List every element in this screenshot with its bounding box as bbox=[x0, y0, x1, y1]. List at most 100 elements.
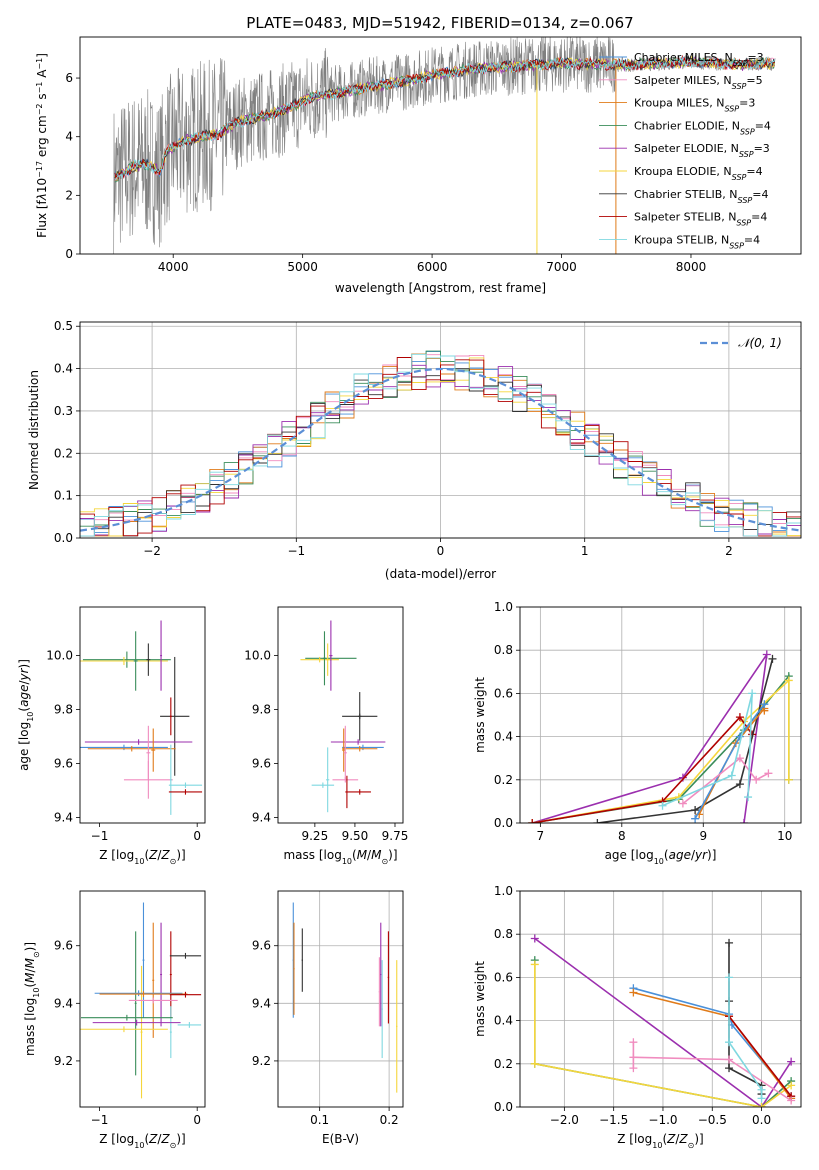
x-axis-label-part: ( bbox=[144, 1132, 149, 1146]
x-axis-label-part: 10 bbox=[134, 1141, 144, 1150]
y-tick-label: 2 bbox=[65, 188, 73, 202]
y-tick-label: 9.6 bbox=[54, 757, 73, 771]
axes-frame bbox=[79, 36, 802, 255]
legend-entry: Chabrier MILES, NSSP=3 bbox=[634, 51, 764, 68]
series-line-7 bbox=[682, 757, 769, 805]
y-tick-label: 1.0 bbox=[494, 600, 513, 614]
y-tick-label: 9.6 bbox=[252, 757, 271, 771]
legend-text: =3 bbox=[747, 51, 763, 64]
series-marker bbox=[768, 654, 777, 663]
y-axis-label: mass weight bbox=[473, 677, 487, 753]
y-tick-label: 9.8 bbox=[252, 703, 271, 717]
x-tick-label: 7000 bbox=[546, 260, 577, 274]
legend-text: =5 bbox=[746, 74, 762, 87]
legend-sub: SSP bbox=[736, 218, 751, 227]
x-axis-label-part: ⊙ bbox=[170, 857, 177, 866]
legend-entry: Chabrier ELODIE, NSSP=4 bbox=[634, 119, 771, 136]
series-marker bbox=[725, 973, 734, 982]
series-line-6 bbox=[728, 942, 763, 1094]
series-line-0 bbox=[531, 654, 768, 823]
y-tick-label: 10.0 bbox=[244, 649, 271, 663]
plot-area bbox=[300, 620, 386, 813]
y-tick-label: 0.6 bbox=[494, 686, 513, 700]
legend-entry: Salpeter ELODIE, NSSP=3 bbox=[634, 142, 770, 159]
x-tick-label: 0 bbox=[437, 544, 445, 558]
y-tick-label: 0.2 bbox=[494, 773, 513, 787]
x-axis-label-part: ⊙ bbox=[381, 857, 388, 866]
model-spectrum-8 bbox=[114, 56, 775, 181]
y-tick-label: 9.4 bbox=[252, 811, 271, 825]
y-axis-label: Normed distribution bbox=[27, 370, 41, 490]
legend-text: Salpeter MILES, N bbox=[634, 74, 732, 87]
series-marker bbox=[735, 780, 744, 789]
x-tick-label: 5000 bbox=[287, 260, 318, 274]
x-axis-label-part: Z [log bbox=[99, 1132, 134, 1146]
x-axis-label: E(B-V) bbox=[322, 1132, 359, 1146]
y-tick-label: 9.6 bbox=[252, 939, 271, 953]
series-line-5 bbox=[728, 1015, 792, 1097]
x-tick-label: 1 bbox=[581, 544, 589, 558]
x-axis-label-part: Z [log bbox=[617, 1132, 652, 1146]
legend-entry: Salpeter STELIB, NSSP=4 bbox=[634, 211, 767, 228]
y-axis-label: Flux [fλ10−17 erg cm−2 s−1 A−1] bbox=[35, 53, 50, 238]
x-axis-label-part: )] bbox=[694, 1132, 703, 1146]
x-axis-label: Z [log10(Z/Z⊙)] bbox=[617, 1132, 703, 1150]
x-tick-label: 9.25 bbox=[301, 829, 328, 843]
series-marker bbox=[530, 960, 539, 969]
y-tick-label: 9.6 bbox=[54, 939, 73, 953]
x-tick-label: 9 bbox=[699, 829, 707, 843]
plot-area bbox=[292, 902, 398, 1093]
x-axis-label-part: ( bbox=[144, 848, 149, 862]
y-axis-label: mass weight bbox=[473, 961, 487, 1037]
x-axis-label-part: Z bbox=[678, 1132, 688, 1146]
series-marker bbox=[725, 1038, 734, 1047]
series-marker bbox=[678, 799, 687, 808]
x-axis-label-part: / bbox=[691, 848, 696, 862]
y-tick-label: 0.3 bbox=[54, 404, 73, 418]
x-axis-label-part: Z bbox=[160, 848, 170, 862]
y-tick-label: 0.4 bbox=[54, 362, 73, 376]
x-tick-label: 8000 bbox=[676, 260, 707, 274]
y-tick-label: 9.4 bbox=[54, 811, 73, 825]
plot-area bbox=[80, 350, 801, 537]
series-marker bbox=[629, 1064, 638, 1073]
y-axis-label-part: ⊙ bbox=[32, 951, 41, 958]
series-marker bbox=[691, 806, 700, 815]
legend-entry: Kroupa MILES, NSSP=3 bbox=[634, 97, 755, 114]
legend-text: =3 bbox=[754, 142, 770, 155]
legend-entry: Chabrier STELIB, NSSP=4 bbox=[634, 188, 768, 205]
series-marker bbox=[784, 676, 793, 685]
series-marker bbox=[691, 814, 700, 823]
legend-text: =4 bbox=[752, 188, 768, 201]
x-tick-label: −1 bbox=[91, 829, 109, 843]
x-tick-label: 9.50 bbox=[342, 829, 369, 843]
x-axis-label-part: )] bbox=[388, 848, 397, 862]
series-marker bbox=[784, 775, 793, 784]
x-axis-label: Z [log10(Z/Z⊙)] bbox=[99, 848, 185, 866]
legend-text: =4 bbox=[746, 165, 762, 178]
y-tick-label: 9.2 bbox=[252, 1054, 271, 1068]
series-marker bbox=[725, 1064, 734, 1073]
y-axis-label-part: ( bbox=[23, 983, 37, 988]
axes-frame bbox=[79, 321, 802, 539]
legend-sub: SSP bbox=[738, 195, 753, 204]
y-tick-label: 0.6 bbox=[494, 970, 513, 984]
x-axis-label-part: 10 bbox=[134, 857, 144, 866]
legend-text: =3 bbox=[739, 97, 755, 110]
x-tick-label: 0.1 bbox=[310, 1113, 329, 1127]
series-marker bbox=[629, 1053, 638, 1062]
series-marker bbox=[744, 793, 753, 802]
series-marker bbox=[752, 775, 761, 784]
x-tick-label: 0 bbox=[193, 829, 201, 843]
y-tick-label: 0 bbox=[65, 247, 73, 261]
series-marker bbox=[762, 650, 771, 659]
legend-sub: SSP bbox=[733, 59, 748, 68]
y-axis-label-part: mass [log bbox=[23, 998, 37, 1056]
legend-text: Kroupa ELODIE, N bbox=[634, 165, 732, 178]
x-axis-label: age [log10(age/yr)] bbox=[605, 848, 717, 866]
series-marker bbox=[735, 754, 744, 763]
panel-residuals: −2 −1 0 1 2 0.0 0.1 0.2 0.3 0.4 0.5 (data-model)/er… bbox=[27, 319, 802, 581]
y-axis-label-part: / bbox=[23, 967, 37, 972]
